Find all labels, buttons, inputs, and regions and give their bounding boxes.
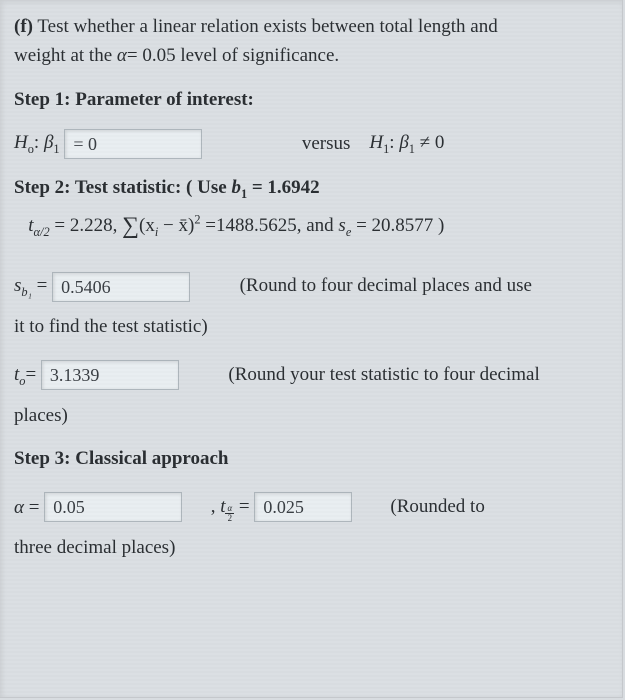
t0-field[interactable]: 3.1339 (41, 360, 179, 390)
h0-value-field[interactable]: = 0 (64, 129, 202, 159)
t0-note2: places) (14, 401, 612, 430)
h0-beta: β (44, 132, 53, 153)
prompt-text-2a: weight at the (14, 45, 117, 66)
thalf-eq: = (234, 496, 254, 517)
se-s: s (338, 215, 345, 236)
alpha-symbol: α (117, 45, 127, 66)
part-label: (f) (14, 16, 33, 37)
step1-title: Step 1: Parameter of interest: (14, 85, 612, 114)
b1-sym: b (231, 177, 241, 198)
h0-colon: : (34, 132, 44, 153)
prompt-text-1: Test whether a linear relation exists be… (37, 16, 497, 37)
t0-row: to= 3.1339 (Round your test statistic to… (14, 360, 612, 391)
step3-title: Step 3: Classical approach (14, 444, 612, 473)
thalf-frac: α2 (225, 504, 234, 523)
sigma-icon: ∑ (122, 213, 139, 239)
alpha-field[interactable]: 0.05 (44, 492, 182, 522)
step2-values: tα/2 = 2.228, ∑(xi − x̄)2 =1488.5625, an… (14, 208, 612, 245)
step3-note2: three decimal places) (14, 533, 612, 562)
problem-prompt: (f) Test whether a linear relation exist… (14, 12, 612, 71)
sb1-note: (Round to four decimal places and use (240, 275, 532, 296)
step2-title: Step 2: Test statistic: ( Use b1 = 1.694… (14, 173, 612, 204)
alpha2-eq: = (24, 497, 44, 518)
step2-title-pre: Step 2: Test statistic: ( Use (14, 177, 231, 198)
b1-eq: = 1.6942 (247, 177, 320, 198)
t0-note: (Round your test statistic to four decim… (228, 364, 539, 385)
thalf-field[interactable]: 0.025 (254, 492, 352, 522)
comma: , (211, 496, 221, 517)
hypotheses-row: Ho: β1 = 0 versus H1: β1 ≠ 0 (14, 128, 612, 159)
step3-note: (Rounded to (390, 496, 484, 517)
and-text: and (306, 215, 338, 236)
sb1-field[interactable]: 0.5406 (52, 272, 190, 302)
se-val: = 20.8577 ) (351, 215, 444, 236)
sb1-note2: it to find the test statistic) (14, 312, 612, 341)
step3-row: α = 0.05 , tα2 = 0.025 (Rounded to (14, 492, 612, 523)
alpha2-sym: α (14, 497, 24, 518)
sum-mid: − x̄) (158, 215, 194, 236)
h1-H: H (369, 132, 383, 153)
t0-eq: = (25, 364, 40, 385)
tcrit-sub: α/2 (34, 225, 50, 239)
h1-colon: : (389, 132, 399, 153)
sb1-eq: = (32, 275, 52, 296)
versus-text: versus (302, 133, 351, 154)
h0-H: H (14, 132, 28, 153)
h1-beta: β (399, 132, 408, 153)
alpha-eq: = 0.05 (127, 45, 176, 66)
sum-val: =1488.5625, (201, 215, 307, 236)
h1-rel: ≠ 0 (420, 132, 445, 153)
sb1-sub: b₁ (21, 285, 31, 299)
h1-beta-sub: 1 (409, 142, 415, 156)
sum-open: (x (139, 215, 155, 236)
h0-beta-sub: 1 (53, 142, 59, 156)
tcrit-eq: = 2.228, (50, 215, 122, 236)
sb1-row: sb₁ = 0.5406 (Round to four decimal plac… (14, 271, 612, 302)
prompt-text-2b: level of significance. (176, 45, 340, 66)
